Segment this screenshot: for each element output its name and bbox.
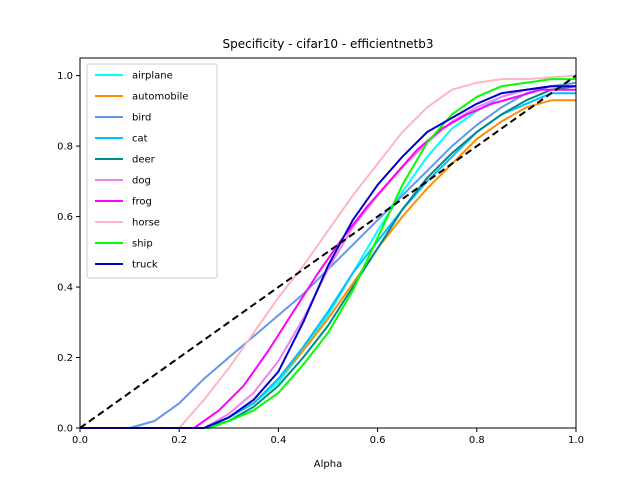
series-line-deer — [80, 85, 577, 429]
legend-label-ship: ship — [132, 239, 153, 250]
y-tick-label: 0.2 — [57, 353, 73, 364]
legend-label-horse: horse — [132, 218, 160, 229]
y-tick-label: 1.0 — [57, 71, 73, 82]
series-line-frog — [80, 88, 576, 429]
reference-line — [79, 74, 577, 429]
chart-title: Specificity - cifar10 - efficientnetb3 — [222, 37, 433, 51]
y-tick-label: 0.6 — [57, 212, 73, 223]
legend-label-dog: dog — [132, 176, 151, 187]
x-tick-label: 0.2 — [171, 435, 187, 446]
y-tick-label: 0.4 — [57, 283, 73, 294]
y-tick-label: 0.8 — [57, 142, 73, 153]
series-line-cat — [80, 92, 576, 429]
series-line-truck — [80, 85, 576, 429]
x-tick-label: 0.6 — [370, 435, 386, 446]
series-line-horse — [80, 74, 577, 429]
series-line-bird — [80, 81, 577, 429]
y-axis: 0.0 0.2 0.4 0.6 0.8 1.0 — [57, 71, 80, 435]
legend-label-airplane: airplane — [132, 71, 173, 82]
x-axis-label: Alpha — [314, 459, 342, 470]
x-tick-label: 1.0 — [568, 435, 584, 446]
legend-label-automobile: automobile — [132, 92, 188, 103]
x-axis: 0.0 0.2 0.4 0.6 0.8 1.0 — [72, 428, 584, 446]
legend-label-bird: bird — [132, 113, 151, 124]
series-line-ship — [80, 78, 576, 429]
legend-label-cat: cat — [132, 134, 148, 145]
legend-label-deer: deer — [132, 155, 156, 166]
legend-label-truck: truck — [132, 260, 158, 271]
x-tick-label: 0.0 — [72, 435, 88, 446]
y-tick-label: 0.0 — [57, 424, 73, 435]
legend-label-frog: frog — [132, 197, 152, 208]
plot-frame — [79, 57, 577, 429]
legend: airplane automobile bird cat deer dog frog hors… — [86, 63, 218, 279]
x-tick-label: 0.8 — [469, 435, 485, 446]
plot-area — [79, 74, 577, 429]
x-tick-label: 0.4 — [270, 435, 286, 446]
